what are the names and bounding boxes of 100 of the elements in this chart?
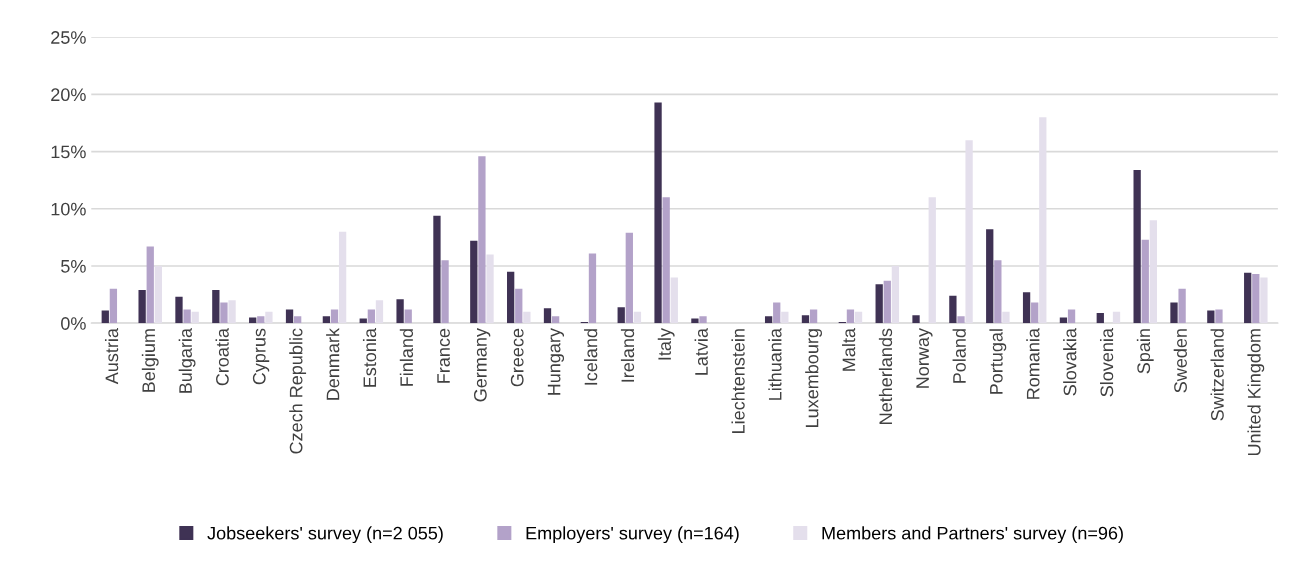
y-tick-label: 5% <box>61 259 86 273</box>
bar <box>928 197 936 324</box>
x-tick-label: Czech Republic <box>289 328 307 454</box>
x-tick-label: Italy <box>657 328 675 360</box>
bar <box>1031 302 1039 324</box>
bar <box>699 316 707 324</box>
x-tick-label: Portugal <box>989 329 1007 394</box>
bar <box>441 260 449 324</box>
bar <box>138 290 146 324</box>
bar <box>478 156 486 324</box>
bar <box>523 311 531 324</box>
x-tick-label: Romania <box>1026 328 1040 399</box>
bar <box>846 309 855 324</box>
x-tick-label: Hungary <box>547 328 565 395</box>
bar <box>1252 273 1260 324</box>
bar <box>875 284 883 324</box>
bar <box>109 288 118 324</box>
x-tick-label: Switzerland <box>1210 329 1224 421</box>
bar <box>801 315 810 324</box>
bar <box>404 309 412 324</box>
bar <box>1112 311 1121 324</box>
bar <box>809 309 818 324</box>
y-tick-label: 20% <box>51 88 86 102</box>
bar <box>257 316 265 324</box>
bar <box>994 260 1002 324</box>
bar <box>912 315 920 324</box>
y-tick-label: 25% <box>51 31 86 44</box>
bar <box>617 307 625 324</box>
bar <box>191 311 199 324</box>
x-tick-label: Slovenia <box>1099 328 1114 397</box>
x-tick-label: Spain <box>1136 329 1154 374</box>
x-tick-label: Malta <box>842 328 856 371</box>
x-tick-label: Luxembourg <box>805 329 822 427</box>
x-tick-label: Slovakia <box>1063 328 1077 396</box>
bar <box>654 102 662 324</box>
y-tick-label: 15% <box>51 145 86 159</box>
bar <box>1002 311 1010 324</box>
bar <box>396 299 404 324</box>
bar <box>1207 310 1215 324</box>
bar <box>486 254 494 324</box>
bar <box>1039 117 1047 324</box>
bar <box>883 280 891 324</box>
bar <box>543 308 552 324</box>
legend-label: Jobseekers' survey (n=2 055) <box>207 526 443 544</box>
x-tick-label: Sweden <box>1173 329 1187 393</box>
x-tick-label: Germany <box>473 328 491 402</box>
x-tick-label: United Kingdom <box>1247 329 1265 456</box>
bar <box>1260 277 1268 324</box>
bar <box>338 231 347 324</box>
bar <box>781 311 789 324</box>
bar <box>1170 302 1178 324</box>
bar <box>294 316 302 324</box>
bar <box>1141 239 1149 324</box>
bar <box>154 265 162 324</box>
bar <box>183 309 191 324</box>
bar <box>551 316 560 324</box>
x-tick-label: Norway <box>916 328 933 388</box>
x-tick-label: Netherlands <box>878 328 893 424</box>
x-tick-label: Lithuania <box>768 328 782 400</box>
x-tick-label: Austria <box>104 328 119 385</box>
x-tick-label: Ireland <box>620 329 635 382</box>
x-tick-label: Liechtenstein <box>731 329 745 433</box>
bar <box>986 229 994 324</box>
x-tick-label: Poland <box>952 329 966 383</box>
bar <box>433 215 441 324</box>
bar <box>1067 309 1076 324</box>
x-tick-label: Latvia <box>694 328 708 375</box>
bar <box>1133 169 1141 324</box>
bar <box>322 316 331 324</box>
x-tick-label: Croatia <box>215 328 229 386</box>
legend-label: Members and Partners' survey (n=96) <box>822 526 1123 544</box>
bar <box>470 240 478 324</box>
bar <box>854 311 863 324</box>
x-tick-label: France <box>437 328 450 383</box>
bar <box>212 290 220 324</box>
bar <box>1149 220 1158 324</box>
bar <box>220 302 228 324</box>
bar <box>1059 317 1068 324</box>
bar <box>949 295 957 324</box>
x-tick-label: Estonia <box>362 328 377 387</box>
bar <box>588 253 597 324</box>
x-tick-label: Denmark <box>326 328 340 400</box>
bar <box>375 300 384 324</box>
bar <box>773 302 781 324</box>
bar <box>175 296 183 324</box>
bar <box>265 311 273 324</box>
bar <box>662 197 670 324</box>
bar <box>891 265 900 324</box>
bar <box>1022 292 1031 324</box>
bar <box>1178 288 1186 324</box>
y-tick-label: 10% <box>51 202 86 216</box>
bar <box>249 317 257 324</box>
bar <box>146 246 154 324</box>
x-tick-label: Belgium <box>141 329 159 392</box>
bar <box>101 310 109 324</box>
bar <box>965 140 973 324</box>
y-tick-label: 0% <box>61 317 86 330</box>
bar <box>691 318 699 324</box>
bar <box>957 316 965 324</box>
bar <box>764 316 773 324</box>
